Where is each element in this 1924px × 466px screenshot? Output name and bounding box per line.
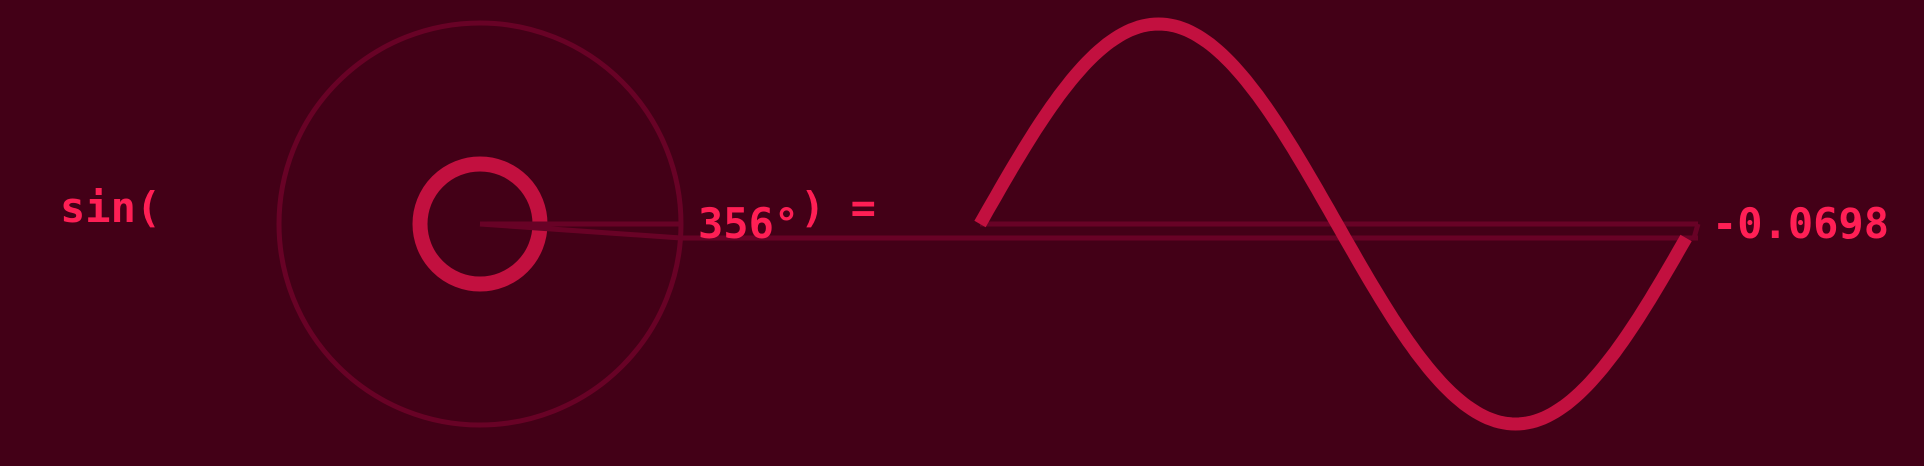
sine-wave-series — [974, 17, 1692, 431]
angle-radius — [479, 221, 682, 241]
end-marker — [1691, 223, 1701, 239]
equals-label: ) = — [800, 183, 876, 232]
sin-prefix-label: sin( — [60, 183, 161, 232]
result-value-label: -0.0698 — [1712, 199, 1889, 248]
angle-value-label: 356° — [698, 199, 799, 248]
